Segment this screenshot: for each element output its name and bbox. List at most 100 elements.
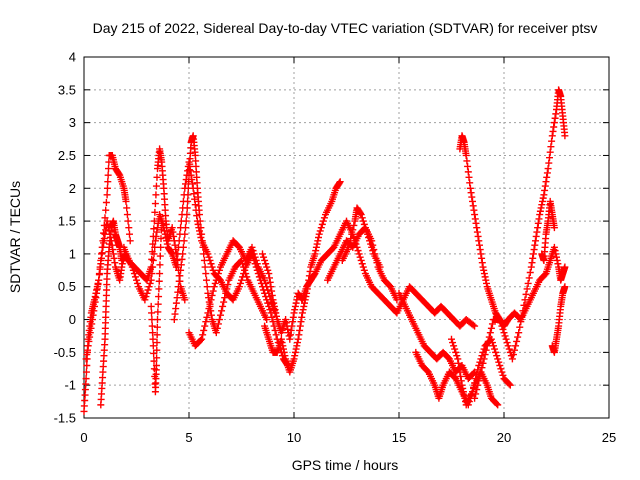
data-point	[357, 211, 365, 219]
data-point	[104, 178, 112, 186]
data-point	[364, 230, 371, 238]
data-point	[450, 342, 458, 350]
data-point	[209, 266, 217, 274]
data-point	[494, 401, 502, 409]
data-point	[498, 322, 506, 330]
y-tick-label: -1.5	[54, 411, 76, 426]
data-point	[180, 237, 188, 245]
data-point	[197, 234, 205, 241]
data-point	[502, 335, 510, 343]
data-point	[153, 339, 161, 347]
data-point	[151, 208, 159, 216]
data-point	[514, 333, 522, 341]
data-point	[346, 239, 354, 247]
data-point	[149, 335, 157, 343]
data-point	[550, 224, 558, 232]
data-point	[148, 309, 156, 317]
series-track-18	[538, 197, 558, 264]
data-point	[153, 331, 161, 339]
data-point	[478, 364, 486, 372]
data-point	[182, 217, 190, 225]
data-point	[197, 224, 205, 232]
y-tick-label: -1	[64, 378, 76, 393]
data-point	[477, 368, 485, 376]
data-point	[498, 368, 506, 376]
data-point	[89, 311, 97, 319]
series-track-12	[395, 289, 479, 383]
data-point	[471, 322, 479, 330]
data-point	[476, 358, 484, 366]
data-point	[158, 217, 166, 225]
data-point	[123, 204, 131, 212]
data-point	[509, 351, 517, 359]
data-point	[500, 329, 508, 337]
series-track-3	[97, 217, 126, 409]
data-point	[146, 279, 154, 287]
x-tick-label: 5	[185, 430, 192, 445]
data-point	[179, 243, 187, 251]
data-point	[101, 214, 109, 222]
data-point	[476, 372, 484, 380]
data-point	[515, 329, 523, 337]
x-tick-label: 0	[80, 430, 87, 445]
data-point	[83, 361, 91, 369]
data-point	[148, 248, 156, 256]
data-point	[472, 390, 480, 398]
data-point	[148, 322, 156, 330]
data-point	[235, 283, 243, 291]
data-point	[202, 270, 210, 278]
data-point	[126, 230, 133, 238]
data-point	[190, 190, 198, 198]
data-point	[181, 296, 189, 304]
y-tick-label: 4	[69, 50, 76, 65]
data-point	[376, 263, 384, 271]
data-point	[243, 273, 251, 281]
data-point	[506, 381, 514, 389]
data-point	[182, 224, 189, 232]
data-point	[200, 256, 208, 264]
data-point	[511, 346, 518, 354]
data-point	[449, 339, 457, 347]
data-point	[561, 283, 569, 291]
data-point	[469, 321, 477, 329]
data-point	[184, 191, 192, 199]
data-point	[486, 329, 494, 337]
data-point	[150, 217, 158, 225]
data-point	[499, 371, 507, 379]
data-point	[361, 224, 369, 232]
data-point	[561, 132, 569, 140]
data-point	[86, 333, 94, 341]
data-point	[497, 365, 505, 373]
data-point	[362, 227, 370, 235]
y-tick-label: 1	[69, 246, 76, 261]
data-point	[103, 184, 111, 192]
data-point	[154, 300, 162, 308]
data-point	[84, 342, 92, 350]
data-point	[212, 329, 220, 337]
data-point	[152, 191, 160, 199]
data-point	[203, 313, 211, 321]
data-point	[105, 165, 112, 173]
data-point	[238, 276, 245, 284]
data-point	[98, 243, 106, 251]
data-point	[491, 345, 499, 353]
data-point	[151, 200, 159, 208]
x-tick-label: 25	[602, 430, 616, 445]
data-point	[451, 345, 459, 353]
data-point	[130, 270, 138, 278]
data-point	[369, 247, 377, 255]
data-point	[525, 274, 533, 282]
data-point	[259, 250, 266, 258]
data-point	[122, 197, 130, 205]
data-point	[149, 329, 157, 337]
data-point	[213, 324, 221, 332]
data-point	[214, 270, 222, 278]
data-point	[100, 229, 108, 237]
data-point	[223, 285, 231, 293]
data-point	[104, 171, 112, 179]
data-point	[221, 294, 229, 302]
data-point	[143, 289, 151, 297]
data-point	[512, 342, 520, 350]
data-point	[196, 211, 203, 219]
data-point	[508, 355, 516, 363]
